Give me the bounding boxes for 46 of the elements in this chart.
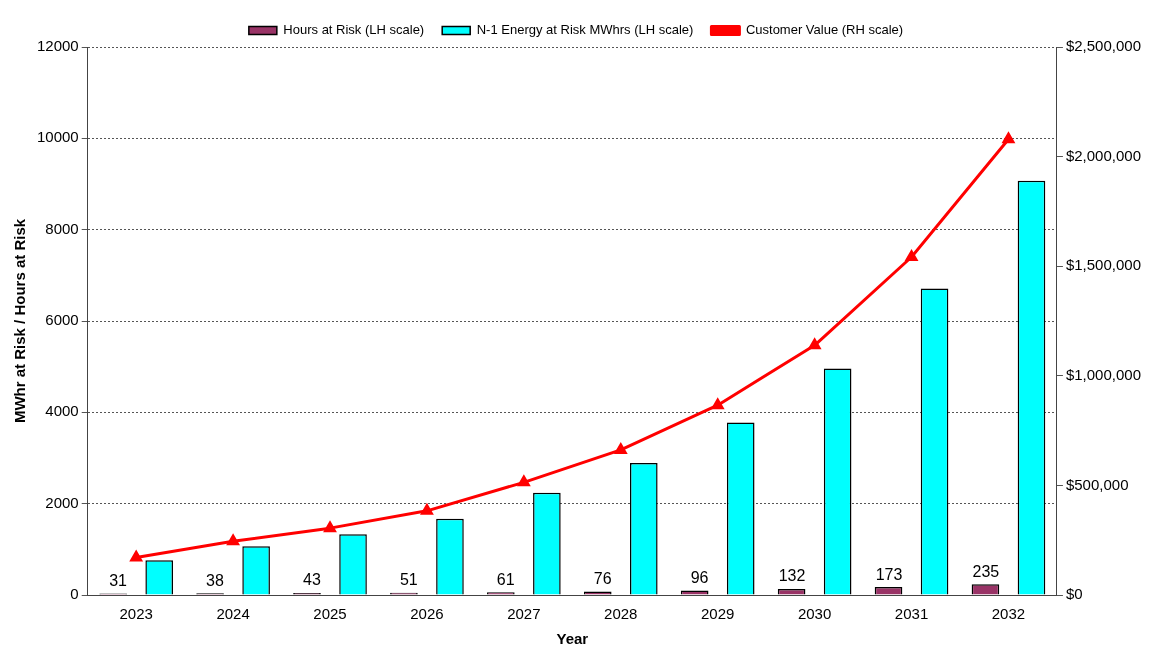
legend-label: Hours at Risk (LH scale) (283, 22, 425, 38)
legend-label: Customer Value (RH scale) (745, 22, 904, 38)
x-axis-title: Year (556, 630, 589, 648)
data-label: 235 (972, 562, 1000, 580)
x-tick-label: 2029 (701, 605, 735, 623)
x-tick-label: 2025 (313, 605, 347, 623)
data-label: 61 (496, 570, 515, 588)
point (518, 475, 530, 487)
y-tick-label: 4000 (45, 402, 79, 420)
x-tick-label: 2023 (119, 605, 153, 623)
y2-tick-label: $2,500,000 (1065, 37, 1141, 55)
y-axis-title: MWhr at Risk / Hours at Risk (11, 218, 29, 424)
data-label: 96 (690, 569, 709, 587)
x-tick-label: 2024 (216, 605, 250, 623)
x-tick-label: 2031 (894, 605, 929, 623)
x-tick-label: 2028 (604, 605, 638, 623)
y-tick-label: 10000 (36, 128, 79, 146)
point (905, 250, 918, 261)
y-tick-label: 12000 (36, 37, 79, 55)
y-tick-label: 0 (70, 585, 79, 603)
y2-tick-label: $1,000,000 (1065, 365, 1141, 383)
y2-tick-label: $1,500,000 (1065, 256, 1141, 274)
y-tick-label: 8000 (45, 219, 79, 237)
y-tick-label: 2000 (45, 493, 79, 511)
legend-label: N-1 Energy at Risk MWhrs (LH scale) (476, 22, 694, 38)
point (808, 338, 821, 350)
x-tick-label: 2030 (797, 605, 832, 623)
point (614, 443, 627, 454)
data-label: 51 (399, 571, 418, 589)
x-tick-label: 2027 (507, 605, 541, 623)
point (711, 398, 724, 410)
data-label: 132 (778, 567, 806, 585)
data-label: 76 (593, 569, 612, 587)
point (1002, 132, 1015, 144)
data-label: 31 (109, 571, 128, 589)
y-tick-label: 6000 (45, 311, 79, 329)
y2-tick-label: $2,000,000 (1065, 146, 1141, 164)
x-tick-label: 2032 (991, 605, 1026, 623)
point (324, 521, 336, 533)
x-tick-label: 2026 (410, 605, 444, 623)
data-label: 43 (303, 571, 321, 589)
data-label: 173 (875, 565, 903, 583)
data-label: 38 (206, 571, 224, 589)
y2-tick-label: $500,000 (1065, 475, 1129, 493)
point (227, 534, 239, 546)
y2-tick-label: $0 (1065, 585, 1083, 603)
